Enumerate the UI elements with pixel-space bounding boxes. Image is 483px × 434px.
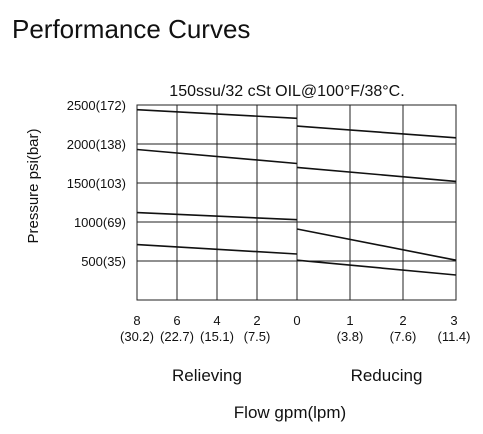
y-tick-label: 1500(103) <box>67 176 126 191</box>
x-tick-sublabel: (7.6) <box>390 329 417 344</box>
x-tick-label: 2 <box>253 313 260 328</box>
x-tick-label: 3 <box>450 313 457 328</box>
y-axis-label: Pressure psi(bar) <box>25 128 42 243</box>
y-tick-label: 1000(69) <box>74 215 126 230</box>
y-tick-labels: 500(35) 1000(69) 1500(103) 2000(138) 2500(17… <box>67 98 126 269</box>
x-axis-label: Flow gpm(lpm) <box>234 403 346 422</box>
x-tick-sublabel: (11.4) <box>438 329 471 344</box>
x-tick-label: 4 <box>213 313 220 328</box>
curve-relieving-3 <box>136 211 298 221</box>
curve-relieving-1 <box>136 108 298 120</box>
panel-frame <box>296 104 457 301</box>
x-tick-label: 1 <box>346 313 353 328</box>
x-tick-sublabel: (7.5) <box>244 329 271 344</box>
page-title: Performance Curves <box>12 14 251 44</box>
curve-relieving-4 <box>136 243 298 255</box>
x-tick-label: 6 <box>173 313 180 328</box>
y-tick-label: 2000(138) <box>67 137 126 152</box>
x-tick-label: 2 <box>399 313 406 328</box>
panel-labels: Relieving Reducing <box>172 366 422 385</box>
x-tick-labels: 8(30.2)6(22.7)4(15.1)2(7.5)0 1(3.8)2(7.6)… <box>120 313 470 344</box>
curve-reducing-2 <box>296 166 457 183</box>
y-tick-label: 2500(172) <box>67 98 126 113</box>
plot-frames <box>136 104 457 301</box>
curve-relieving-2 <box>136 148 298 165</box>
curve-reducing-1 <box>296 125 457 139</box>
x-tick-label: 8 <box>133 313 140 328</box>
x-tick-sublabel: (22.7) <box>160 329 194 344</box>
panel-label: Relieving <box>172 366 242 385</box>
curves <box>136 108 457 276</box>
curve-reducing-4 <box>296 259 457 276</box>
panel-label: Reducing <box>351 366 423 385</box>
curve-reducing-3 <box>296 228 457 261</box>
x-tick-sublabel: (30.2) <box>120 329 154 344</box>
x-tick-sublabel: (15.1) <box>200 329 234 344</box>
chart-subtitle: 150ssu/32 cSt OIL@100°F/38°C. <box>169 83 404 100</box>
x-tick-label: 0 <box>293 313 300 328</box>
y-tick-label: 500(35) <box>81 254 126 269</box>
x-tick-sublabel: (3.8) <box>337 329 364 344</box>
